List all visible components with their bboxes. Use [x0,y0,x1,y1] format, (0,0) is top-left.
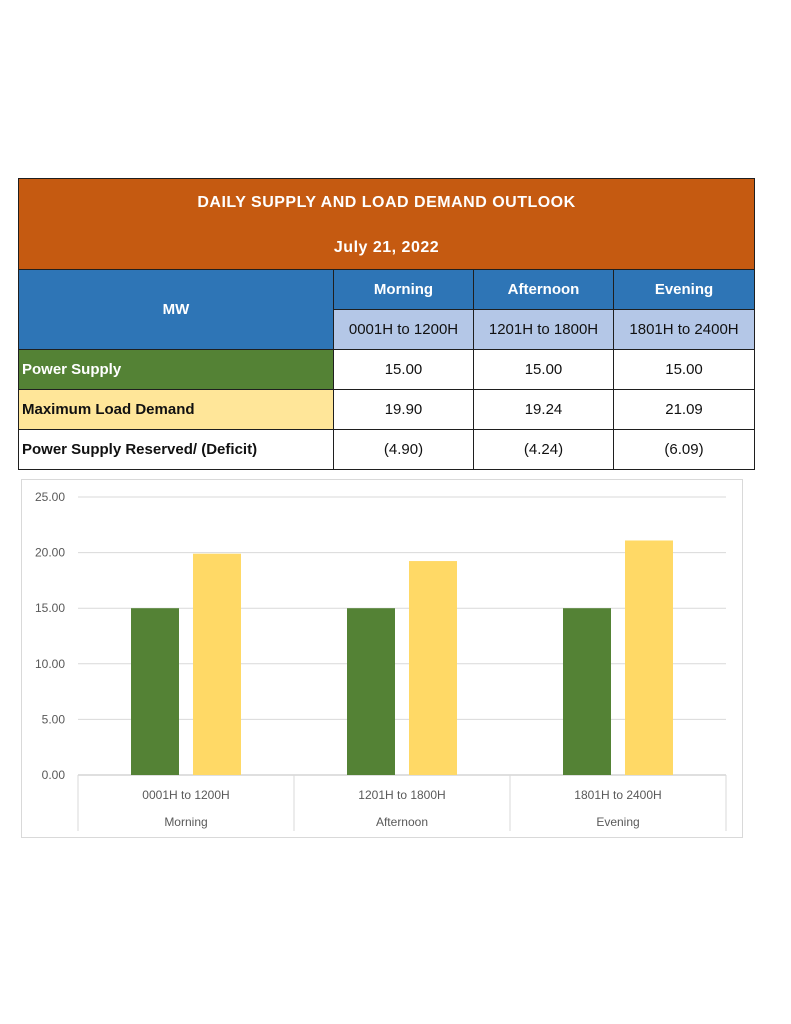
table-cell: (4.24) [473,428,614,470]
period-header-morning: Morning [333,268,474,310]
row-label-max-load-demand: Maximum Load Demand [18,388,334,430]
table-cell: 15.00 [333,348,474,390]
y-tick-label: 15.00 [35,601,65,615]
bar-chart-svg: 0.00 5.00 10.00 15.00 20.00 25.00 0001H to 120… [35,490,727,831]
bar [625,540,673,775]
period-header-evening: Evening [612,268,756,310]
table-cell: 15.00 [612,348,756,390]
bar [131,608,179,775]
table-title: DAILY SUPPLY AND LOAD DEMAND OUTLOOK [17,178,756,227]
range-header-evening: 1801H to 2400H [612,308,756,350]
bar-chart: 0.00 5.00 10.00 15.00 20.00 25.00 0001H to 120… [21,479,743,838]
x-group-label: Afternoon [376,815,428,829]
table-cell: 19.24 [473,388,614,430]
range-header-morning: 0001H to 1200H [333,308,474,350]
row-label-power-supply: Power Supply [18,348,334,390]
y-tick-label: 0.00 [42,768,66,782]
table-cell: (4.90) [333,428,474,470]
x-tick-label: 1201H to 1800H [358,788,445,802]
x-tick-label: 0001H to 1200H [142,788,229,802]
y-tick-label: 25.00 [35,490,65,504]
bar [347,608,395,775]
bar [409,561,457,775]
row-label-reserve-deficit: Power Supply Reserved/ (Deficit) [18,428,334,470]
table-row: Maximum Load Demand 19.90 19.24 21.09 [18,388,756,430]
bar [563,608,611,775]
table-cell: 15.00 [473,348,614,390]
table-cell: 21.09 [612,388,756,430]
x-group-label: Evening [596,815,639,829]
supply-demand-table: DAILY SUPPLY AND LOAD DEMAND OUTLOOK Jul… [17,178,756,470]
range-header-afternoon: 1201H to 1800H [473,308,614,350]
unit-header: MW [18,268,334,350]
table-cell: 19.90 [333,388,474,430]
y-tick-label: 5.00 [42,712,66,726]
table-row: Power Supply Reserved/ (Deficit) (4.90) … [18,428,756,470]
y-tick-label: 10.00 [35,657,65,671]
table-cell: (6.09) [612,428,756,470]
bar [193,553,241,775]
y-tick-label: 20.00 [35,546,65,560]
x-group-label: Morning [164,815,207,829]
x-tick-label: 1801H to 2400H [574,788,661,802]
table-row: Power Supply 15.00 15.00 15.00 [18,348,756,390]
period-header-afternoon: Afternoon [473,268,614,310]
table-date: July 21, 2022 [17,227,756,270]
